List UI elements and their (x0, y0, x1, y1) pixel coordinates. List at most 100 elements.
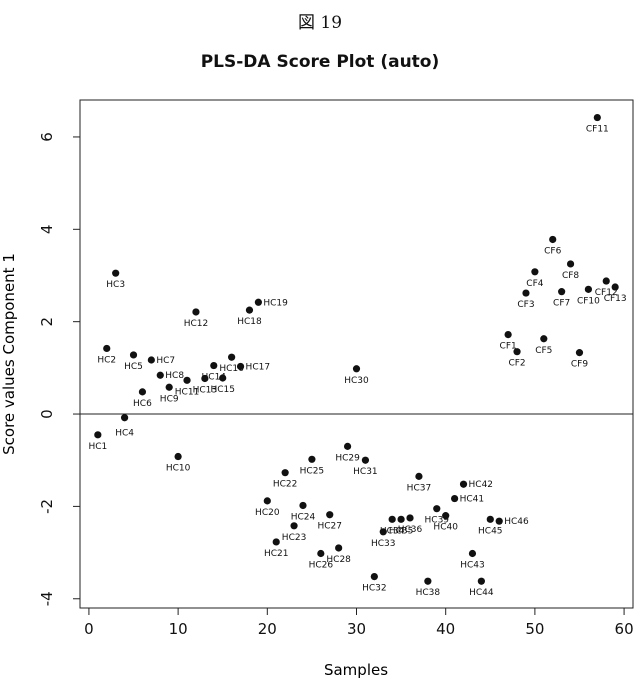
data-point (157, 372, 164, 379)
data-points: HC1HC2HC3HC4HC5HC6HC7HC8HC9HC10HC11HC12H… (88, 114, 626, 598)
point-label: HC40 (433, 523, 458, 533)
data-point (228, 354, 235, 361)
point-label: HC20 (255, 508, 280, 518)
data-point (264, 497, 271, 504)
point-label: HC8 (165, 371, 184, 381)
x-tick-label: 10 (169, 620, 188, 638)
data-point (513, 348, 520, 355)
data-point (353, 365, 360, 372)
point-label: HC6 (133, 399, 152, 409)
point-label: HC17 (246, 362, 271, 372)
point-label: HC12 (184, 319, 209, 329)
point-label: HC5 (124, 362, 143, 372)
point-label: HC43 (460, 561, 485, 571)
point-label: CF8 (562, 271, 579, 281)
point-label: HC38 (416, 588, 441, 598)
y-tick-label: -4 (38, 591, 56, 606)
data-point (451, 495, 458, 502)
point-label: HC24 (291, 512, 316, 522)
data-point (148, 356, 155, 363)
point-label: HC23 (282, 533, 307, 543)
point-label: HC31 (353, 467, 378, 477)
point-label: HC2 (97, 355, 116, 365)
data-point (505, 331, 512, 338)
data-point (210, 362, 217, 369)
data-point (317, 550, 324, 557)
y-tick-label: 4 (38, 225, 56, 235)
data-point (371, 573, 378, 580)
point-label: CF3 (517, 300, 534, 310)
x-tick-label: 60 (615, 620, 634, 638)
point-label: HC19 (263, 298, 288, 308)
data-point (549, 236, 556, 243)
data-point (130, 351, 137, 358)
point-label: HC7 (156, 356, 175, 366)
data-point (335, 544, 342, 551)
point-label: HC25 (300, 466, 325, 476)
data-point (522, 289, 529, 296)
point-label: HC42 (469, 480, 494, 490)
y-tick-label: -2 (38, 499, 56, 514)
point-label: HC28 (326, 555, 351, 565)
data-point (442, 512, 449, 519)
point-label: HC41 (460, 495, 485, 505)
point-label: CF7 (553, 299, 570, 309)
data-point (344, 443, 351, 450)
point-label: HC18 (237, 317, 262, 327)
data-point (183, 377, 190, 384)
data-point (112, 270, 119, 277)
data-point (175, 453, 182, 460)
point-label: HC37 (407, 483, 432, 493)
point-label: HC45 (478, 526, 503, 536)
data-point (612, 283, 619, 290)
point-label: HC46 (504, 517, 529, 527)
data-point (94, 431, 101, 438)
point-label: HC1 (88, 442, 107, 452)
data-point (567, 260, 574, 267)
y-axis-label: Score values Component 1 (0, 253, 18, 455)
data-point (282, 469, 289, 476)
data-point (540, 335, 547, 342)
data-point (594, 114, 601, 121)
data-point (478, 578, 485, 585)
data-point (362, 457, 369, 464)
point-label: HC10 (166, 464, 191, 474)
data-point (389, 516, 396, 523)
point-label: CF4 (526, 279, 543, 289)
y-tick-label: 2 (38, 317, 56, 327)
y-tick-label: 6 (38, 132, 56, 142)
data-point (246, 307, 253, 314)
data-point (496, 518, 503, 525)
y-tick-label: 0 (38, 409, 56, 419)
point-label: HC32 (362, 584, 387, 594)
point-label: CF11 (586, 125, 609, 135)
point-label: HC15 (210, 385, 235, 395)
point-label: HC4 (115, 429, 134, 439)
data-point (469, 550, 476, 557)
point-label: CF5 (535, 346, 552, 356)
x-tick-label: 30 (347, 620, 366, 638)
point-label: HC36 (398, 525, 423, 535)
data-point (415, 473, 422, 480)
data-point (121, 414, 128, 421)
data-point (166, 384, 173, 391)
data-point (192, 308, 199, 315)
data-point (585, 286, 592, 293)
point-label: HC29 (335, 453, 360, 463)
point-label: HC44 (469, 588, 494, 598)
x-tick-label: 50 (525, 620, 544, 638)
data-point (219, 374, 226, 381)
point-label: HC21 (264, 549, 289, 559)
data-point (103, 345, 110, 352)
data-point (487, 516, 494, 523)
x-tick-label: 20 (258, 620, 277, 638)
data-point (237, 363, 244, 370)
point-label: HC22 (273, 480, 298, 490)
point-label: CF9 (571, 360, 588, 370)
data-point (460, 481, 467, 488)
point-label: HC27 (317, 522, 342, 532)
x-tick-label: 40 (436, 620, 455, 638)
data-point (558, 288, 565, 295)
y-axis: -4 -2 0 2 4 6 (38, 132, 80, 606)
